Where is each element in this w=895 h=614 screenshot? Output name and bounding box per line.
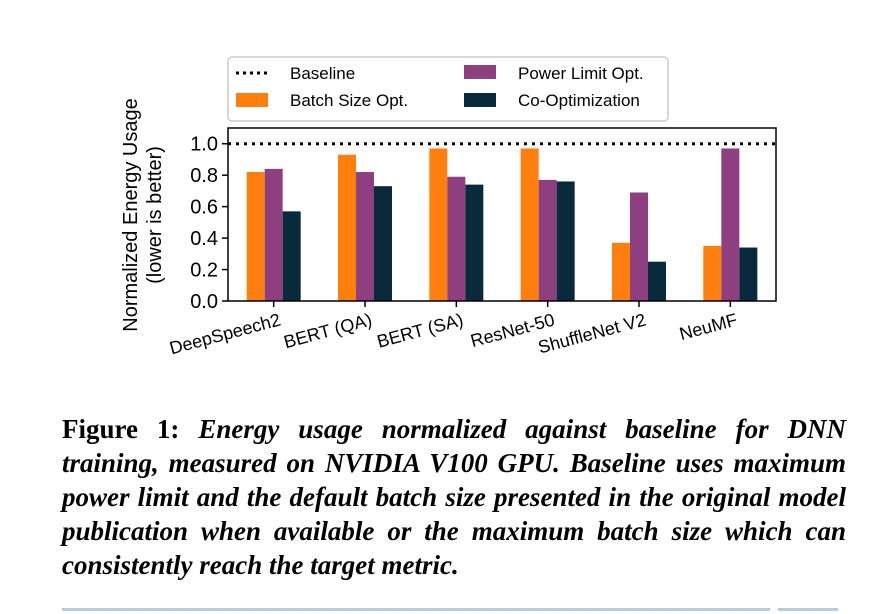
bar-batch-size-opt-5	[703, 245, 722, 301]
y-tick-label: 0.6	[190, 197, 218, 219]
x-tick-label: BERT (SA)	[375, 310, 466, 352]
bar-batch-size-opt-1	[338, 154, 356, 301]
x-tick-label: DeepSpeech2	[167, 310, 282, 359]
legend-label-baseline: Baseline	[290, 64, 355, 83]
bars-layer	[246, 148, 758, 301]
y-axis-label-line2: (lower is better)	[144, 146, 166, 284]
legend-label-co-optimization: Co-Optimization	[518, 91, 640, 110]
legend-swatch-co-optimization	[464, 93, 496, 107]
x-tick-label: BERT (QA)	[282, 310, 374, 353]
y-tick-label: 0.0	[190, 291, 218, 313]
legend: Baseline Power Limit Opt. Batch Size Opt…	[227, 56, 669, 122]
bar-batch-size-opt-2	[429, 148, 448, 301]
figure-caption: Figure 1: Energy usage normalized agains…	[62, 412, 846, 582]
y-axis: 0.0 0.2 0.4 0.6 0.8 1.0	[190, 134, 228, 313]
bar-power-limit-opt-0	[264, 168, 283, 301]
bar-chart: Baseline Power Limit Opt. Batch Size Opt…	[120, 56, 777, 358]
legend-swatch-batch-size	[236, 93, 268, 107]
bar-co-optimization-1	[374, 186, 392, 301]
bar-co-optimization-3	[556, 181, 575, 301]
bar-power-limit-opt-1	[356, 172, 374, 301]
bar-batch-size-opt-3	[520, 148, 539, 301]
bar-co-optimization-4	[648, 261, 666, 301]
plot-frame	[227, 127, 777, 302]
page-rule-short	[778, 608, 838, 611]
legend-frame	[227, 56, 669, 122]
bar-power-limit-opt-2	[447, 176, 466, 301]
bar-co-optimization-5	[739, 247, 758, 301]
caption-text: Energy usage normalized against baseline…	[62, 414, 847, 580]
caption-label: Figure 1:	[62, 414, 180, 444]
legend-swatch-power-limit	[464, 65, 496, 79]
bar-power-limit-opt-5	[721, 148, 740, 301]
y-tick-label: 0.2	[190, 260, 218, 282]
y-axis-label: Normalized Energy Usage (lower is better…	[120, 98, 166, 331]
bar-power-limit-opt-3	[538, 179, 557, 301]
bar-co-optimization-0	[282, 211, 301, 301]
y-tick-label: 0.8	[190, 165, 218, 187]
bar-power-limit-opt-4	[630, 192, 648, 301]
y-tick-label: 0.4	[190, 228, 218, 250]
page-rule	[62, 608, 770, 611]
bar-batch-size-opt-4	[612, 242, 630, 301]
bar-co-optimization-2	[465, 184, 484, 301]
y-tick-label: 1.0	[190, 134, 218, 156]
bar-batch-size-opt-0	[246, 172, 265, 301]
x-tick-label: NeuMF	[677, 310, 739, 345]
y-axis-label-line1: Normalized Energy Usage	[120, 98, 142, 331]
legend-label-batch-size: Batch Size Opt.	[290, 91, 408, 110]
legend-label-power-limit: Power Limit Opt.	[518, 64, 644, 83]
